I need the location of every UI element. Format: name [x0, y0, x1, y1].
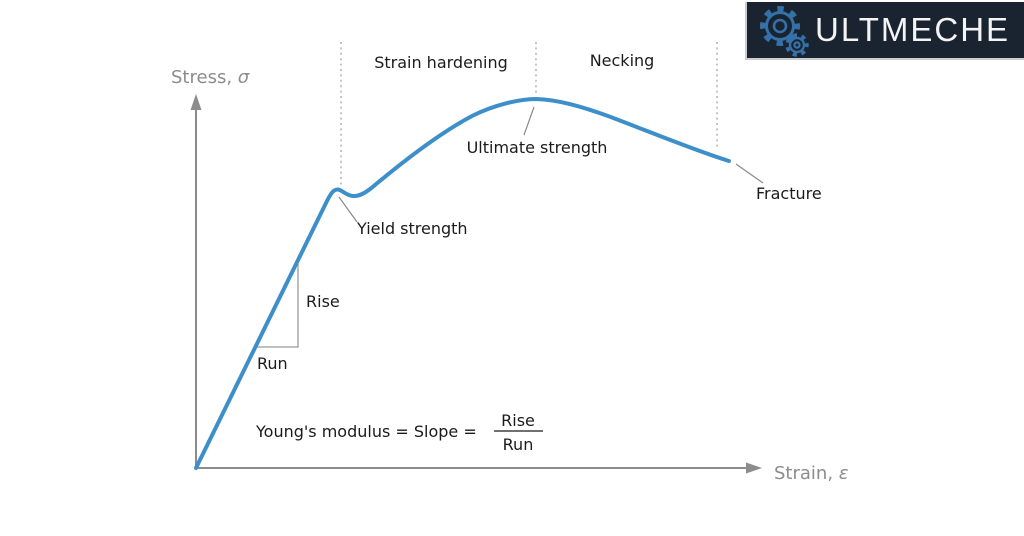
region-label-necking: Necking: [590, 51, 655, 70]
fracture-label: Fracture: [756, 184, 822, 203]
y-axis-label: Stress, σ: [171, 67, 250, 88]
gears-icon: [760, 6, 809, 57]
formula-numerator: Rise: [501, 411, 535, 430]
leader-yield: [338, 196, 358, 223]
ultmeche-logo: ULTMECHE: [745, 2, 1024, 60]
region-label-strain-hardening: Strain hardening: [374, 53, 508, 72]
y-axis-arrowhead: [190, 94, 202, 110]
stress-strain-curve: [194, 97, 731, 470]
x-axis-label: Strain, ε: [774, 463, 849, 484]
formula-denominator: Run: [503, 435, 534, 454]
leader-fracture: [735, 163, 764, 184]
x-axis-arrowhead: [746, 462, 762, 474]
run-label: Run: [257, 354, 288, 373]
yield-strength-label: Yield strength: [356, 219, 468, 238]
ultimate-strength-label: Ultimate strength: [467, 138, 608, 157]
logo-wordmark: ULTMECHE: [815, 11, 1011, 48]
slope-triangle: [257, 264, 299, 348]
rise-label: Rise: [306, 292, 340, 311]
formula-lhs: Young's modulus = Slope =: [255, 422, 477, 441]
leader-ultimate: [523, 106, 535, 136]
